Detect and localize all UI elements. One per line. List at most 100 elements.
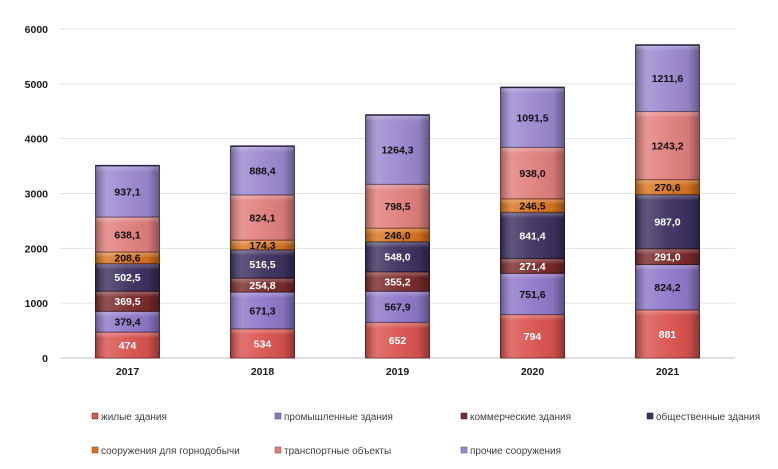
data-label: 270,6	[654, 182, 680, 194]
bar-segment: 516,5	[230, 249, 295, 279]
bar-segment: 1243,2	[635, 110, 700, 181]
bar-segment: 652	[365, 321, 430, 359]
bar-segment-shade	[500, 212, 565, 259]
y-tick-label: 2000	[25, 243, 49, 255]
data-label: 534	[254, 338, 272, 350]
bar-segment: 271,4	[500, 257, 565, 274]
legend: жилые здания промышленные здания коммерчес…	[91, 411, 760, 457]
bar-segment-bevel	[636, 265, 699, 271]
bar-segment-bevel	[231, 278, 294, 284]
bar-segment-shade	[230, 146, 295, 195]
bar-segment-shade	[635, 264, 700, 310]
bar-segment: 841,4	[500, 211, 565, 259]
y-tick-label: 4000	[25, 134, 49, 146]
bar-segment-bevel	[366, 272, 429, 278]
bar-segment: 379,4	[95, 310, 160, 333]
bars: 474 379,4 369,5 502,5 208,6 638,1 937,1 534 671,…	[95, 44, 700, 359]
legend-swatch	[646, 412, 654, 420]
data-label: 751,6	[519, 289, 545, 301]
bar-segment: 1091,5	[500, 86, 565, 148]
bar-segment-bevel	[96, 217, 159, 223]
bar-segment: 881	[635, 309, 700, 359]
legend-swatch	[91, 446, 99, 454]
bar-segment-shade	[365, 114, 430, 185]
data-label: 516,5	[249, 259, 275, 271]
bar-segment-shade	[365, 184, 430, 229]
data-label: 824,1	[249, 212, 275, 224]
bar-segment-bevel	[231, 292, 294, 298]
legend-item: прочие сооружения	[460, 446, 561, 457]
bar-segment: 548,0	[365, 241, 430, 273]
data-label: 1243,2	[651, 140, 683, 152]
legend-label: общественные здания	[656, 411, 760, 423]
bar-segment: 751,6	[500, 272, 565, 315]
bar-segment-bevel	[96, 333, 159, 339]
bar-stack-2017: 474 379,4 369,5 502,5 208,6 638,1 937,1	[95, 164, 160, 359]
bar-segment-shade	[95, 165, 160, 217]
bar-segment: 208,6	[95, 251, 160, 265]
data-label: 938,0	[519, 168, 545, 180]
bar-stack-2021: 881 824,2 291,0 987,0 270,6 1243,2 1211,6	[635, 44, 700, 359]
bar-segment-bevel	[366, 292, 429, 298]
bar-segment: 474	[95, 331, 160, 359]
data-label: 379,4	[114, 317, 140, 329]
bar-segment: 937,1	[95, 165, 160, 218]
bar-segment-bevel	[96, 166, 159, 172]
data-label: 369,5	[114, 296, 140, 308]
legend-label: транспортные объекты	[284, 445, 391, 457]
legend-swatch	[460, 446, 468, 454]
x-tick-label: 2019	[386, 366, 410, 378]
bar-segment-bevel	[501, 259, 564, 265]
bar-segment: 938,0	[500, 146, 565, 200]
bar-segment: 794	[500, 313, 565, 359]
bar-segment-bevel	[501, 315, 564, 321]
bar-segment: 254,8	[230, 277, 295, 293]
bar-segment-bevel	[501, 274, 564, 280]
bar-stack-2018: 534 671,3 254,8 516,5 174,3 824,1 888,4	[230, 145, 295, 359]
bar-segment-bevel	[96, 312, 159, 318]
bar-segment-bevel	[636, 112, 699, 118]
bar-segment-bevel	[501, 199, 564, 205]
bar-segment-bevel	[366, 229, 429, 235]
legend-item: сооружения для горнодобычи	[91, 445, 240, 457]
legend-label: прочие сооружения	[470, 446, 561, 457]
bar-segment-bevel	[231, 329, 294, 335]
legend-item: транспортные объекты	[274, 445, 391, 457]
bar-segment: 888,4	[230, 145, 295, 196]
data-label: 881	[659, 329, 677, 341]
bar-segment: 502,5	[95, 262, 160, 292]
bar-segment: 291,0	[635, 248, 700, 265]
bar-segment: 824,2	[635, 263, 700, 311]
data-label: 798,5	[384, 201, 410, 213]
bar-segment-shade	[635, 309, 700, 358]
bar-segment-bevel	[96, 291, 159, 297]
data-label: 652	[389, 335, 407, 347]
data-label: 888,4	[249, 166, 275, 178]
legend-label: коммерческие здания	[470, 412, 571, 423]
bar-segment: 369,5	[95, 290, 160, 312]
legend-swatch	[460, 412, 468, 420]
data-label: 1091,5	[516, 112, 548, 124]
bar-segment-bevel	[366, 323, 429, 329]
bar-segment-bevel	[366, 242, 429, 248]
data-label: 254,8	[249, 280, 275, 292]
bar-segment-bevel	[366, 185, 429, 191]
data-label: 671,3	[249, 305, 275, 317]
legend-label: жилые здания	[101, 412, 167, 423]
bar-segment-shade	[500, 87, 565, 148]
bar-segment-bevel	[501, 213, 564, 219]
bar-segment-bevel	[231, 250, 294, 256]
bar-segment-bevel	[231, 195, 294, 201]
data-label: 291,0	[654, 252, 680, 264]
bar-segment-bevel	[636, 45, 699, 51]
legend-label: сооружения для горнодобычи	[101, 445, 240, 457]
bar-segment: 246,5	[500, 198, 565, 213]
bar-segment-bevel	[366, 115, 429, 121]
data-label: 1264,3	[381, 145, 413, 157]
data-label: 474	[119, 340, 137, 352]
y-tick-label: 0	[42, 353, 48, 365]
legend-label: промышленные здания	[284, 412, 393, 423]
bar-segment: 671,3	[230, 291, 295, 330]
